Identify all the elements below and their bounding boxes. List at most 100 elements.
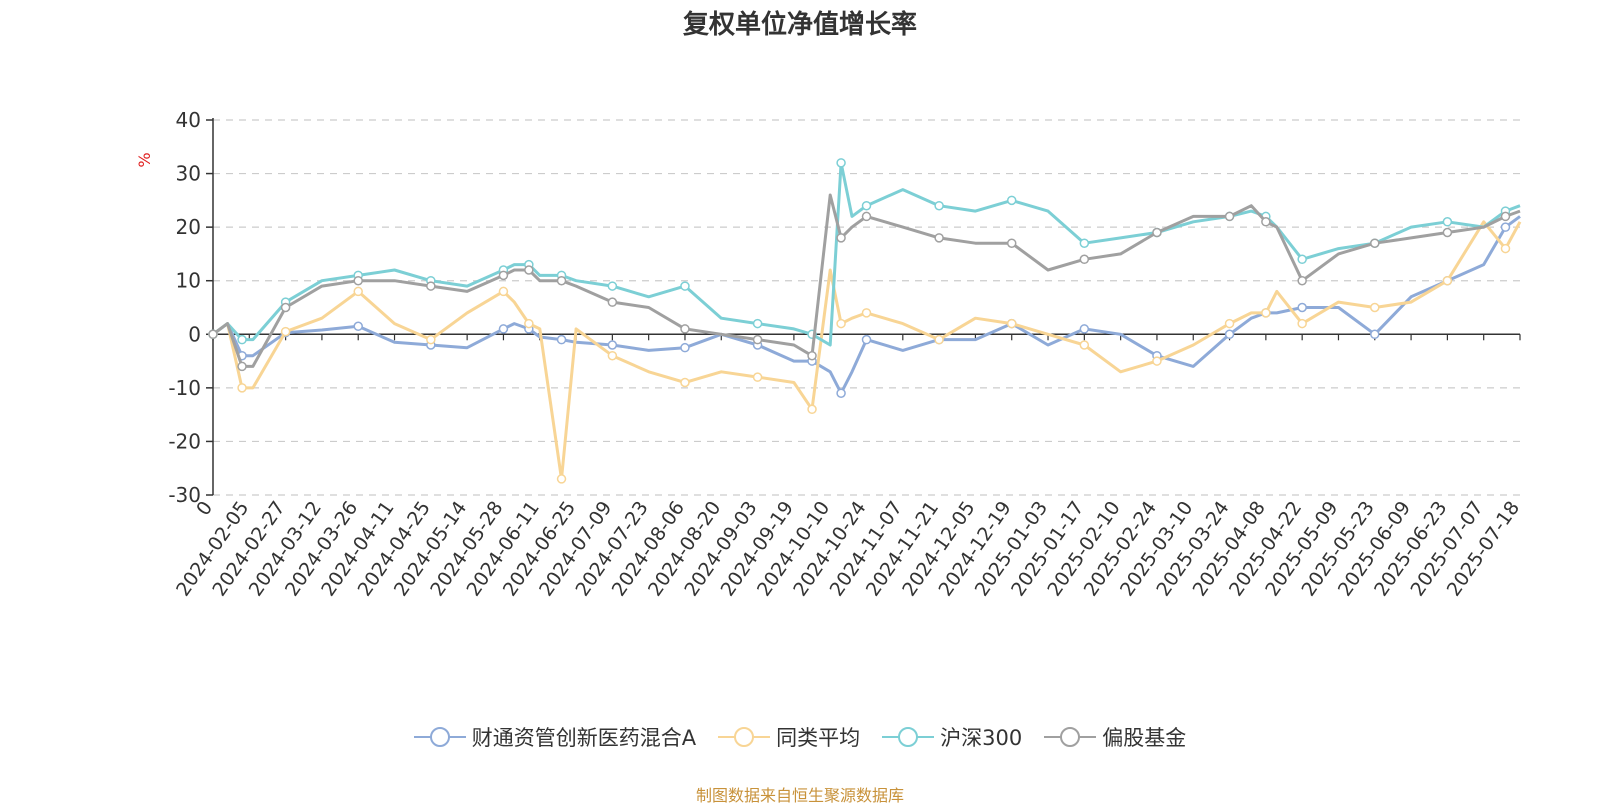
series-line-1: [212, 220, 1522, 481]
y-tick-label: 30: [176, 162, 201, 186]
series-point: [237, 334, 247, 345]
series-point: [498, 324, 509, 334]
legend-label-equity-fund: 偏股基金: [1102, 726, 1187, 750]
y-tick-label: 20: [176, 215, 201, 239]
series-point: [807, 350, 817, 361]
series-point: [426, 334, 436, 345]
series-point: [556, 275, 567, 286]
legend-label-category-avg: 同类平均: [776, 726, 861, 750]
y-tick-label: 10: [176, 269, 201, 293]
series-line-3: [212, 193, 1521, 368]
chart-title: 复权单位净值增长率: [682, 10, 917, 40]
series-point: [680, 377, 690, 388]
legend-category-avg-icon: [718, 727, 771, 747]
series-point: [498, 286, 509, 297]
series-point: [934, 334, 944, 345]
series-point: [426, 281, 436, 291]
series-line-0: [212, 215, 1521, 395]
series-point: [607, 281, 618, 291]
legend-equity-fund-icon: [1044, 727, 1097, 747]
series-point: [237, 361, 247, 372]
axes: [206, 118, 1521, 496]
series-point: [861, 334, 872, 345]
series-point: [524, 318, 534, 329]
series-point: [1297, 275, 1307, 286]
series-point: [353, 321, 363, 331]
legend-label-fund: 财通资管创新医药混合A: [471, 726, 697, 750]
y-tick-label: -10: [168, 376, 201, 400]
series-point: [861, 308, 872, 318]
legend-item-category-avg[interactable]: 同类平均: [718, 722, 860, 752]
series-point: [280, 326, 291, 337]
series-point: [1152, 356, 1162, 366]
y-tick-label: -30: [168, 483, 201, 507]
y-axis-label: %: [135, 152, 154, 167]
series-line-2: [212, 161, 1521, 347]
series-point: [1079, 238, 1090, 248]
y-tick-label: -20: [168, 429, 201, 453]
series-point: [1006, 238, 1017, 248]
series-point: [1224, 211, 1235, 222]
legend-label-csi300: 沪深300: [940, 726, 1023, 750]
series-point: [280, 302, 291, 313]
series-point: [208, 329, 218, 340]
series-point: [524, 265, 534, 275]
series-point: [680, 281, 690, 291]
series-point: [1500, 222, 1511, 232]
series-point: [752, 334, 763, 345]
series-point: [1500, 243, 1511, 254]
y-tick-label: 40: [176, 108, 201, 132]
series-point: [934, 233, 944, 243]
series-lines: [208, 158, 1522, 484]
series-point: [353, 286, 363, 297]
series-point: [836, 233, 846, 243]
series-point: [1370, 329, 1380, 340]
legend-fund-icon: [413, 727, 466, 747]
series-point: [1442, 217, 1453, 227]
series-point: [1079, 254, 1090, 265]
series-point: [861, 211, 872, 222]
series-point: [1261, 308, 1271, 318]
series-point: [1500, 211, 1511, 222]
series-point: [607, 340, 618, 350]
series-point: [1297, 302, 1307, 313]
legend-csi300-icon: [882, 727, 935, 747]
series-point: [752, 372, 763, 382]
series-point: [1079, 340, 1090, 350]
series-point: [1224, 329, 1235, 340]
series-point: [1370, 238, 1380, 248]
series-point: [1442, 275, 1453, 286]
grid-lines: [213, 119, 1520, 496]
series-point: [836, 388, 846, 398]
series-point: [836, 158, 846, 168]
series-point: [607, 350, 618, 361]
y-tick-label: 0: [188, 322, 201, 346]
x-tick-label: 0: [192, 497, 217, 520]
legend-item-equity-fund[interactable]: 偏股基金: [1044, 722, 1186, 752]
series-point: [556, 474, 567, 484]
series-point: [861, 200, 872, 211]
legend-item-fund[interactable]: 财通资管创新医药混合A: [413, 722, 697, 752]
series-point: [1442, 227, 1453, 238]
series-point: [1224, 318, 1235, 329]
series-point: [237, 383, 247, 393]
series-point: [1079, 324, 1090, 334]
legend: 财通资管创新医药混合A 同类平均 沪深300 偏股基金: [0, 722, 1600, 752]
series-point: [836, 318, 846, 329]
series-point: [1261, 217, 1271, 227]
series-point: [1370, 302, 1380, 313]
series-point: [934, 200, 944, 211]
data-source-note: 制图数据来自恒生聚源数据库: [695, 786, 904, 805]
series-point: [752, 318, 763, 329]
series-point: [1297, 254, 1307, 265]
series-point: [1006, 318, 1017, 329]
series-point: [556, 334, 567, 345]
series-point: [1006, 195, 1017, 206]
legend-item-csi300[interactable]: 沪深300: [882, 722, 1022, 752]
series-point: [680, 324, 690, 334]
series-point: [680, 342, 690, 353]
series-point: [807, 404, 817, 415]
series-point: [498, 270, 509, 281]
series-point: [1152, 227, 1162, 238]
